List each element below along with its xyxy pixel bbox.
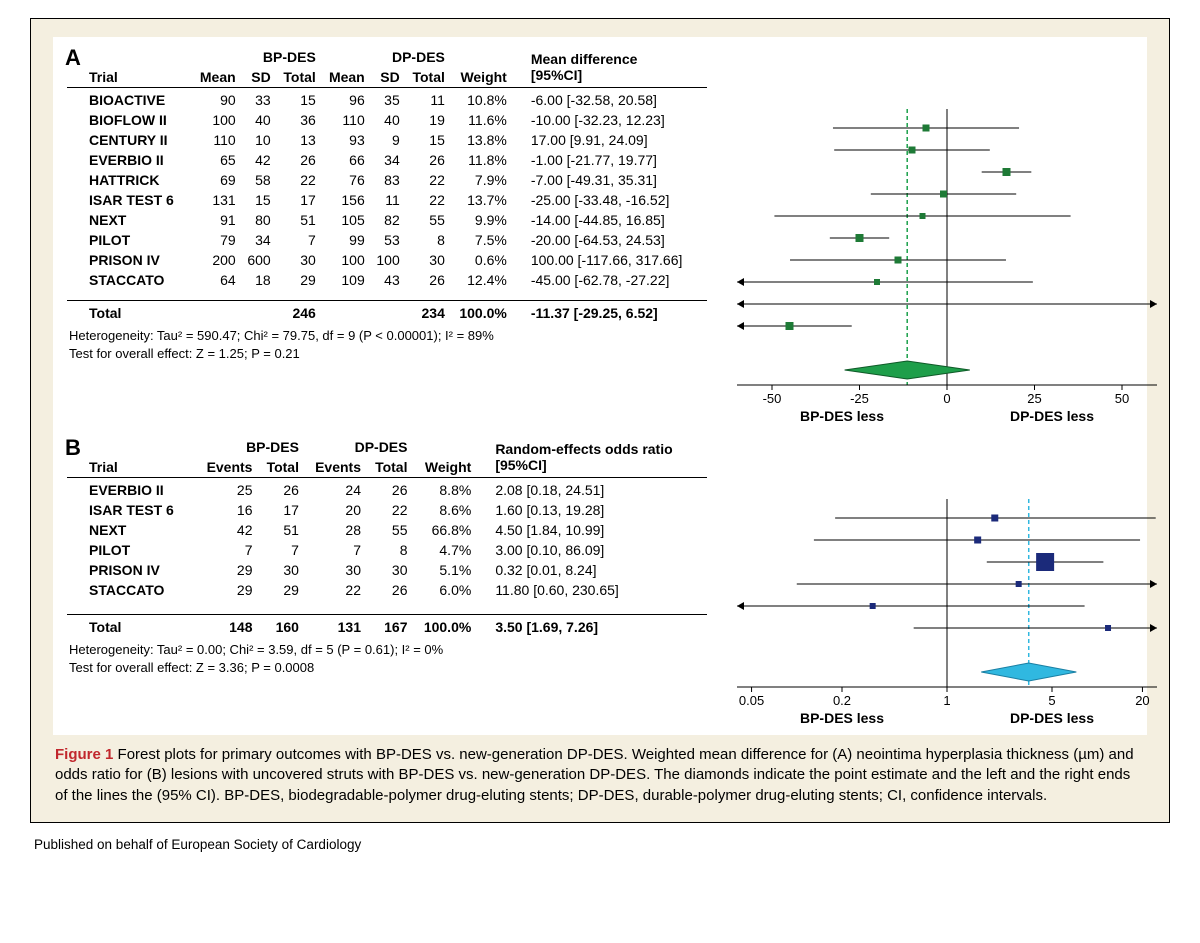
panel-a: A BP-DESDP-DESMean difference[95%CI]Tria… [67,47,1133,433]
panel-a-table: A BP-DESDP-DESMean difference[95%CI]Tria… [67,47,707,433]
figure-box: A BP-DESDP-DESMean difference[95%CI]Tria… [30,18,1170,823]
svg-text:5: 5 [1048,693,1055,708]
panel-b-forest-plot: 0.05 0.2 1 5 20 BP-DES less DP-DES less [707,437,1177,735]
svg-text:0.2: 0.2 [833,693,851,708]
panel-a-heterogeneity: Heterogeneity: Tau² = 590.47; Chi² = 79.… [69,327,707,345]
figure-number: Figure 1 [55,746,113,763]
panels-container: A BP-DESDP-DESMean difference[95%CI]Tria… [53,37,1147,735]
panel-b: B BP-DESDP-DESRandom-effects odds ratio[… [67,437,1133,735]
svg-text:-50: -50 [763,391,782,406]
svg-text:BP-DES less: BP-DES less [800,710,884,726]
svg-text:-25: -25 [850,391,869,406]
table-row: PILOT77784.7%3.00 [0.10, 86.09] [67,540,707,560]
svg-text:0: 0 [943,391,950,406]
svg-text:1: 1 [943,693,950,708]
svg-text:25: 25 [1027,391,1041,406]
table-row: ISAR TEST 61311517156112213.7%-25.00 [-3… [67,190,707,210]
table-row: EVERBIO II65422666342611.8%-1.00 [-21.77… [67,150,707,170]
svg-text:50: 50 [1115,391,1129,406]
table-row: ISAR TEST 6161720228.6%1.60 [0.13, 19.28… [67,500,707,520]
table-row: PRISON IV293030305.1%0.32 [0.01, 8.24] [67,560,707,580]
svg-text:20: 20 [1135,693,1149,708]
publication-note: Published on behalf of European Society … [30,823,1170,852]
table-row: HATTRICK6958227683227.9%-7.00 [-49.31, 3… [67,170,707,190]
svg-text:BP-DES less: BP-DES less [800,408,884,424]
panel-a-label: A [65,45,81,71]
panel-b-label: B [65,435,81,461]
svg-text:0.05: 0.05 [739,693,764,708]
panel-a-overall-effect: Test for overall effect: Z = 1.25; P = 0… [69,345,707,363]
panel-b-table: B BP-DESDP-DESRandom-effects odds ratio[… [67,437,707,735]
table-row: BIOFLOW II1004036110401911.6%-10.00 [-32… [67,110,707,130]
panel-a-forest-plot: -50 -25 0 25 50 BP-DES less DP-DES less [707,47,1177,433]
panel-b-overall-effect: Test for overall effect: Z = 3.36; P = 0… [69,659,707,677]
table-row: STACCATO292922266.0%11.80 [0.60, 230.65] [67,580,707,600]
svg-text:DP-DES less: DP-DES less [1010,408,1094,424]
panel-b-heterogeneity: Heterogeneity: Tau² = 0.00; Chi² = 3.59,… [69,641,707,659]
table-row: NEXT4251285566.8%4.50 [1.84, 10.99] [67,520,707,540]
table-row: BIOACTIVE90331596351110.8%-6.00 [-32.58,… [67,90,707,110]
table-row: PILOT79347995387.5%-20.00 [-64.53, 24.53… [67,230,707,250]
figure-caption-text: Forest plots for primary outcomes with B… [55,746,1134,804]
table-row: PRISON IV20060030100100300.6%100.00 [-11… [67,250,707,270]
table-row: NEXT91805110582559.9%-14.00 [-44.85, 16.… [67,210,707,230]
svg-text:DP-DES less: DP-DES less [1010,710,1094,726]
figure-caption: Figure 1 Forest plots for primary outcom… [53,735,1147,808]
table-row: CENTURY II11010139391513.8%17.00 [9.91, … [67,130,707,150]
table-row: STACCATO641829109432612.4%-45.00 [-62.78… [67,270,707,290]
table-row: EVERBIO II252624268.8%2.08 [0.18, 24.51] [67,480,707,500]
